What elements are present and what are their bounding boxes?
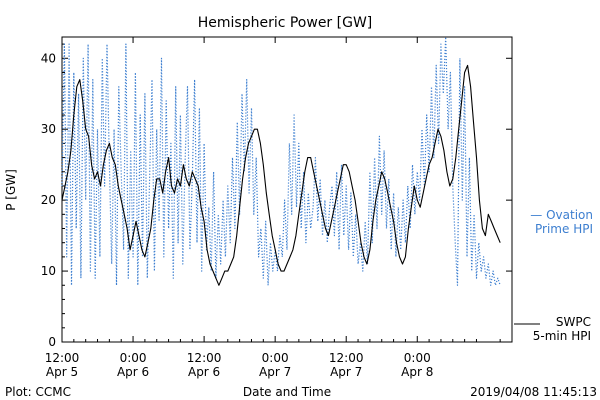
legend-swpc: SWPC 5-min HPI [514,315,591,343]
legend-swpc-line2: 5-min HPI [533,329,591,343]
legend-ovation-line1: — Ovation [530,208,593,222]
y-tick-label: 20 [41,193,56,207]
y-axis: 0 10 20 30 40 [41,43,512,349]
series-swpc-line [61,64,501,286]
x-tick-label-time: 0:00 [404,351,431,365]
y-tick-label: 0 [48,335,56,349]
x-tick-label-date: Apr 8 [401,365,433,379]
y-axis-label: P [GW] [4,169,18,211]
x-tick-label-date: Apr 5 [46,365,78,379]
y-tick-label: 10 [41,264,56,278]
x-tick-label-time: 0:00 [262,351,289,365]
y-tick-label: 30 [41,122,56,136]
legend-ovation-line2: Prime HPI [535,222,593,236]
x-tick-label-date: Apr 6 [117,365,149,379]
plot-frame [61,36,513,343]
x-tick-label-date: Apr 6 [188,365,220,379]
x-axis-label: Date and Time [243,385,331,399]
series-ovation-prime-line [61,36,501,286]
x-tick-label-date: Apr 7 [259,365,291,379]
series-lines [61,36,501,286]
y-tick-label: 40 [41,51,56,65]
x-tick-label-time: 12:00 [329,351,364,365]
x-tick-label-date: Apr 7 [330,365,362,379]
legend-swpc-line1: SWPC [556,315,591,329]
plot-credit: Plot: CCMC [5,385,71,399]
x-tick-label-time: 0:00 [120,351,147,365]
chart-title: Hemispheric Power [GW] [198,15,373,31]
x-tick-label-time: 12:00 [187,351,222,365]
legend-ovation: — Ovation Prime HPI [530,208,593,236]
plot-timestamp: 2019/04/08 11:45:13 [470,385,597,399]
x-tick-label-time: 12:00 [45,351,80,365]
